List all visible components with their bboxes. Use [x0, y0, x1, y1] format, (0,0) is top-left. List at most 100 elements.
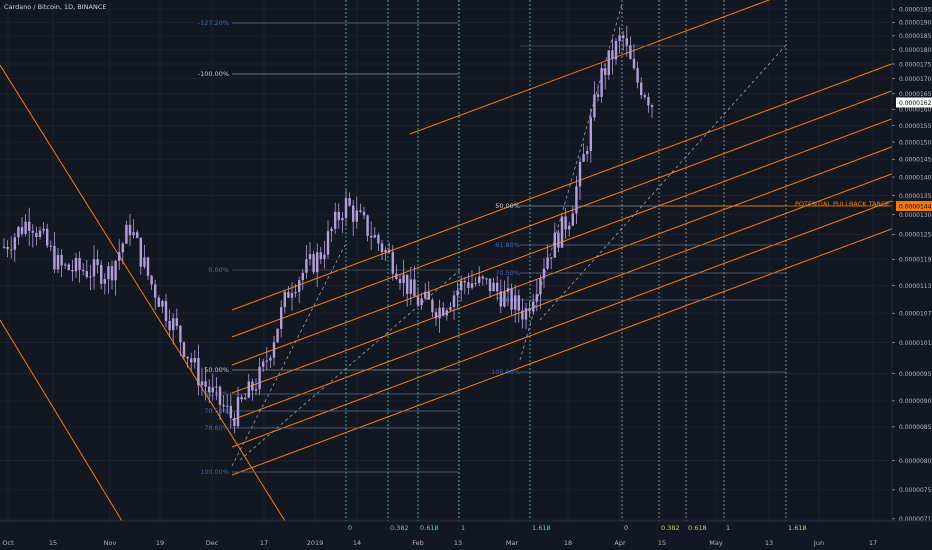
candle-body [438, 307, 441, 319]
candle-body [377, 235, 380, 244]
candle-body [85, 271, 88, 277]
candle-body [640, 82, 643, 96]
time-fib-label: 0.382 [661, 524, 680, 532]
candle-body [35, 232, 38, 237]
candle-body [593, 94, 596, 118]
candle-body [161, 301, 164, 307]
candle-body [420, 298, 423, 306]
candle-body [118, 252, 121, 261]
candle-body [82, 269, 85, 272]
candle-body [265, 360, 268, 362]
time-fib-label: 1.618 [788, 524, 807, 532]
candle-body [276, 328, 279, 343]
candle-body [110, 266, 114, 281]
time-axis-label: 2019 [307, 539, 324, 547]
price-axis-label: 0.00000755 [899, 487, 932, 494]
candle-body [582, 153, 585, 162]
candle-body [600, 68, 603, 97]
candle-body [107, 266, 110, 280]
candle-body [478, 276, 481, 284]
candle-body [280, 307, 283, 329]
candle-body [359, 210, 362, 212]
candle-body [380, 243, 384, 253]
candle-body [42, 228, 45, 231]
candle-body [650, 105, 654, 108]
time-axis-label: Jun [813, 539, 824, 547]
candle-body [463, 280, 466, 283]
candle-body [474, 283, 477, 285]
time-fib-label: 1 [461, 524, 465, 532]
price-axis-label: 0.00001700 [899, 76, 932, 83]
fib-retracement-label: 61.80% [495, 241, 520, 249]
candle-body [406, 274, 409, 294]
candle-body [308, 254, 312, 260]
candle-body [100, 264, 103, 284]
price-axis-label: 0.00001950 [899, 6, 932, 13]
target-price-label: 0.00001444 [899, 204, 932, 211]
candle-body [71, 269, 74, 272]
time-fib-label: 0.618 [420, 524, 439, 532]
price-axis-label: 0.00000900 [899, 398, 932, 405]
candle-body [136, 232, 139, 238]
candle-body [190, 358, 193, 363]
candle-body [481, 276, 484, 279]
price-axis-label: 0.00000855 [899, 424, 932, 431]
candle-body [546, 257, 549, 269]
candle-body [564, 216, 567, 230]
time-axis-label: 17 [260, 539, 268, 547]
candle-body [182, 342, 186, 357]
candle-body [366, 215, 369, 236]
candle-body [456, 290, 459, 296]
candle-body [244, 397, 247, 400]
candle-body [528, 308, 531, 312]
candle-body [28, 221, 31, 231]
candle-body [510, 288, 513, 310]
pitchfork-channel-line [409, 0, 771, 135]
candle-body [103, 279, 106, 284]
time-fib-label: 0.618 [688, 524, 707, 532]
candle-body [596, 94, 600, 97]
fib-retracement-label: -127.20% [198, 19, 229, 27]
candle-body [31, 230, 34, 233]
candle-body [337, 211, 340, 221]
candle-body [132, 232, 135, 236]
pitchfork-channel-line [231, 63, 893, 311]
pitchfork-outer-line [0, 319, 123, 522]
time-axis-label: 15 [658, 539, 666, 547]
candle-body [434, 312, 438, 319]
candle-body [139, 237, 142, 267]
candle-body [6, 246, 9, 250]
price-axis-label: 0.00001750 [899, 61, 932, 68]
candle-body [121, 243, 124, 253]
time-axis-label: Oct [2, 539, 14, 547]
price-axis-label: 0.00001450 [899, 157, 932, 164]
price-axis-label: 0.00001400 [899, 174, 932, 181]
candle-body [413, 279, 416, 297]
price-axis-label: 0.00000713 [899, 516, 932, 523]
candle-body [53, 245, 56, 270]
candle-body [496, 282, 499, 292]
candle-body [427, 291, 430, 300]
fib-retracement-label: 70.50% [495, 269, 520, 277]
trend-dashed-line [519, 3, 623, 361]
price-axis-label: 0.00000800 [899, 458, 932, 465]
candle-body [611, 50, 614, 60]
candle-body [143, 257, 146, 267]
candle-body [532, 301, 535, 312]
candle-body [622, 35, 625, 39]
candle-body [283, 291, 286, 308]
pitchfork-channel-line [231, 228, 893, 476]
candle-body [186, 356, 189, 359]
price-axis-label: 0.00001300 [899, 212, 932, 219]
candle-body [542, 268, 546, 279]
candle-body [222, 404, 225, 407]
candle-body [604, 68, 607, 75]
candle-body [200, 381, 204, 386]
candle-body [571, 213, 574, 226]
time-fib-label: 0 [348, 524, 352, 532]
candle-body [312, 254, 315, 273]
candle-body [64, 264, 67, 266]
candle-body [269, 357, 272, 361]
